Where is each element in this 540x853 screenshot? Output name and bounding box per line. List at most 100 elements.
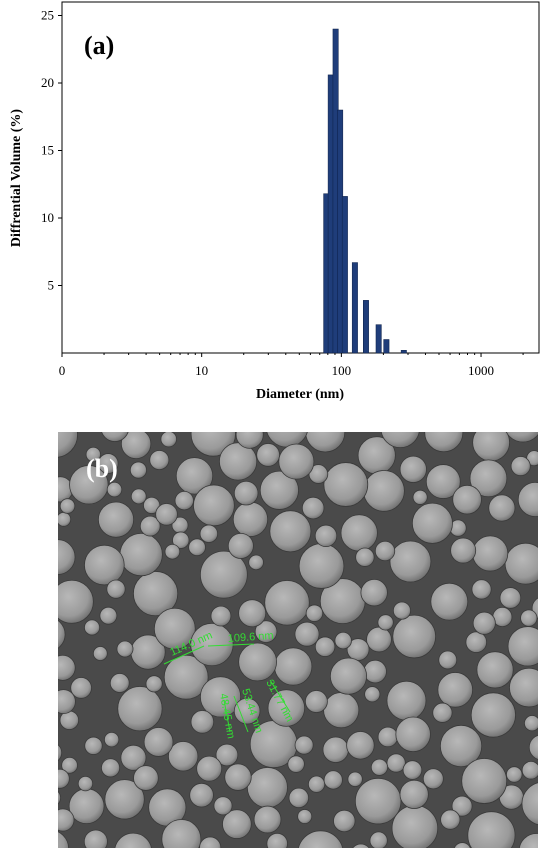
nanoparticle (352, 843, 370, 848)
nanoparticle (386, 680, 427, 721)
nanoparticle (120, 432, 152, 459)
nanoparticle (467, 811, 516, 848)
nanoparticle (213, 796, 233, 816)
nanoparticle (58, 791, 61, 805)
nanoparticle (437, 672, 474, 708)
x-axis-label: Diameter (nm) (256, 387, 344, 402)
nanoparticle (69, 465, 109, 505)
panel-label-a: (a) (84, 31, 114, 60)
nanoparticle (287, 755, 305, 773)
nanoparticle (83, 829, 108, 848)
nanoparticle (521, 782, 538, 826)
nanoparticle (506, 766, 523, 783)
nanoparticle (450, 537, 477, 564)
nanoparticle (377, 614, 394, 631)
nanoparticle (253, 805, 282, 834)
nanoparticle (58, 689, 76, 715)
nanoparticle (59, 498, 76, 514)
nanoparticle (509, 667, 538, 708)
measurement-annotations (163, 643, 291, 733)
nanoparticle (101, 758, 121, 778)
nanoparticle (354, 777, 402, 825)
nanoparticle (369, 831, 388, 848)
nanoparticle (129, 461, 147, 479)
x-tick-label: 10 (195, 363, 208, 378)
nanoparticle (267, 689, 306, 727)
nanoparticle (116, 640, 134, 658)
nanoparticle (518, 833, 538, 848)
nanoparticle (174, 491, 194, 511)
nanoparticle (305, 604, 324, 622)
nanoparticle (120, 744, 147, 771)
bar (400, 350, 407, 354)
nanoparticle (58, 432, 78, 458)
nanoparticle (386, 753, 406, 773)
nanoparticle (374, 540, 396, 562)
bar (375, 324, 382, 354)
nanoparticle (521, 761, 538, 780)
nanoparticle (266, 832, 288, 848)
nanoparticle (399, 779, 429, 810)
nanoparticle (389, 540, 432, 583)
nanoparticle (452, 484, 482, 515)
nanoparticle (411, 502, 453, 544)
nanoparticle (77, 775, 94, 792)
nanoparticle (274, 647, 313, 686)
nanoparticle (58, 831, 69, 848)
nanoparticle (323, 462, 369, 507)
nanoparticle (355, 547, 375, 567)
nanoparticle (248, 554, 264, 571)
sem-image-panel: 114.0 nm 109.6 nm 31.77 nm 53.44 nm 48.4… (58, 432, 538, 848)
nanoparticle (469, 459, 508, 498)
nanoparticle (199, 836, 222, 848)
nanoparticle (366, 626, 392, 653)
nanoparticle (161, 819, 202, 848)
nanoparticle (424, 432, 464, 453)
nanoparticle (58, 654, 76, 681)
measurement-109nm: 109.6 nm (227, 630, 274, 645)
nanoparticle (347, 771, 363, 787)
nanoparticle (254, 620, 278, 643)
nanoparticle (238, 642, 277, 682)
nanoparticle (58, 744, 63, 762)
bar (341, 196, 348, 354)
nanoparticle (399, 455, 427, 483)
nanoparticle (199, 550, 248, 599)
nanoparticle (233, 697, 261, 725)
sem-micrograph: 114.0 nm 109.6 nm 31.77 nm 53.44 nm 48.4… (58, 432, 538, 848)
nanoparticle (323, 770, 343, 790)
nanoparticle (402, 760, 423, 780)
nanoparticle (104, 779, 145, 820)
y-tick-label: 10 (41, 210, 54, 225)
y-tick-label: 15 (41, 143, 54, 158)
nanoparticle (524, 715, 538, 732)
nanoparticle (470, 692, 516, 738)
nanoparticle (504, 542, 538, 585)
nanoparticle (528, 734, 538, 760)
x-tick-label: 1000 (468, 363, 494, 378)
diameter-distribution-chart: 0 10 100 1000 5 10 15 20 25 (a) Diameter (nm) D… (9, 1, 540, 402)
nanoparticle (364, 686, 381, 703)
nanoparticle (499, 587, 522, 609)
nanoparticle (58, 620, 66, 649)
nanoparticle (101, 432, 129, 442)
nanoparticle (117, 686, 163, 732)
nanoparticle (472, 535, 509, 572)
nanoparticle (346, 731, 375, 760)
nanoparticle (233, 480, 259, 506)
nanoparticle (109, 673, 130, 693)
nanoparticle (505, 432, 538, 443)
nanoparticle (425, 464, 461, 499)
nanoparticle (314, 524, 338, 548)
nanoparticle (189, 782, 214, 808)
nanoparticle (61, 756, 78, 774)
y-axis-ticks: 5 10 15 20 25 (41, 8, 62, 293)
nanoparticle (58, 539, 76, 575)
nanoparticle (58, 808, 75, 832)
nanoparticle (160, 432, 177, 448)
nanoparticle (451, 795, 473, 817)
nanoparticle (238, 599, 267, 628)
y-tick-label: 20 (41, 75, 54, 90)
nanoparticle (219, 442, 258, 481)
nanoparticle (84, 544, 125, 586)
